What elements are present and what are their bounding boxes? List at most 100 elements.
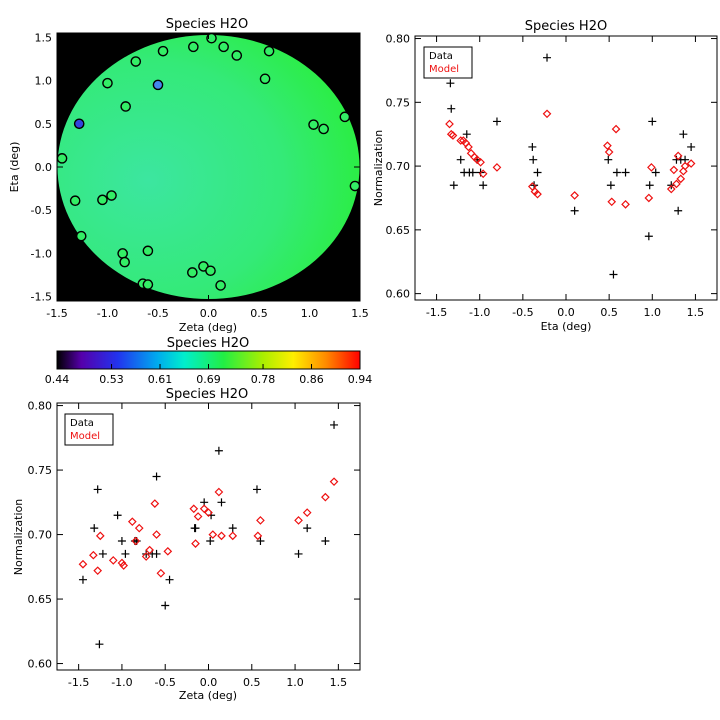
zeta-plot-data-point [206, 537, 215, 546]
zeta-plot-ytick-label: 0.75 [28, 464, 53, 477]
map-point [339, 111, 351, 123]
map-point [102, 77, 113, 89]
zeta-plot-ytick-label: 0.65 [28, 593, 53, 606]
zeta-plot-data-point [121, 549, 130, 558]
zeta-plot-model-point [141, 552, 151, 561]
eta-plot-data-point [447, 104, 456, 113]
eta-plot-model-point [464, 142, 473, 152]
zeta-plot-ytick-label: 0.60 [28, 658, 53, 671]
zeta-plot-xtick-label: 0.0 [200, 676, 218, 689]
eta-plot-ytick-label: 0.70 [386, 160, 411, 173]
zeta-plot-xlabel: Zeta (deg) [179, 689, 237, 702]
eta-plot-xtick-label: 0.0 [557, 306, 575, 319]
zeta-plot-model-point [193, 512, 203, 521]
map-point [263, 45, 275, 57]
map-ytick-label: -1.5 [31, 291, 52, 304]
map-point [142, 245, 154, 257]
eta-plot-data-point [651, 168, 660, 177]
eta-plot-data-point [645, 181, 654, 190]
eta-plot-data-point [570, 206, 579, 215]
zeta-plot-data-point [161, 601, 170, 610]
colorbar-title: Species H2O [167, 336, 249, 351]
eta-plot-legend-data: Data [429, 51, 453, 62]
eta-plot-model-point [669, 165, 679, 175]
eta-plot-model-series [445, 109, 696, 209]
zeta-plot-model-point [117, 558, 127, 568]
zeta-plot-legend: Data Model [64, 413, 114, 446]
eta-plot-data-point [528, 142, 537, 151]
eta-plot-model-point [604, 147, 614, 157]
colorbar-tick-label: 0.69 [196, 373, 221, 386]
map-points [56, 32, 361, 291]
zeta-plot-data-point [152, 472, 161, 481]
eta-plot-model-point [603, 141, 612, 151]
eta-plot-model-point [445, 119, 454, 129]
zeta-plot-frame [56, 402, 361, 671]
map-point [215, 280, 226, 291]
eta-plot-data-point [687, 142, 696, 151]
eta-plot-ytick-label: 0.65 [386, 224, 411, 237]
zeta-plot-model-point [191, 539, 200, 548]
zeta-plot-data-point [217, 498, 226, 507]
eta-plot-data-point [492, 117, 501, 126]
map-x-axis: -1.5 -1.0 -0.5 0.0 0.5 1.0 1.5 [46, 33, 369, 320]
eta-plot-data-point [679, 130, 688, 139]
eta-plot-model-point [492, 163, 502, 172]
zeta-plot-data-point [228, 524, 237, 533]
map-point [117, 248, 128, 259]
zeta-plot-ytick-label: 0.80 [28, 400, 53, 413]
colorbar-tick-label: 0.94 [348, 373, 373, 386]
zeta-plot-model-point [163, 546, 173, 556]
zeta-plot-data-point [165, 575, 174, 584]
zeta-plot-model-point [119, 561, 129, 570]
eta-plot-model-point [611, 124, 621, 134]
zeta-plot-model-point [95, 531, 105, 541]
eta-plot-data-point [606, 181, 615, 190]
map-xtick-label: -1.0 [97, 307, 118, 320]
eta-plot-ytick-label: 0.60 [386, 288, 411, 301]
zeta-plot-model-point [78, 559, 88, 569]
zeta-plot-data-point [294, 549, 303, 558]
eta-plot-xtick-label: -0.5 [512, 306, 533, 319]
zeta-plot-model-point [189, 504, 199, 514]
map-point [259, 73, 271, 85]
eta-plot-model-point [476, 157, 485, 167]
eta-plot-data-point [609, 270, 618, 279]
eta-plot-data-point [604, 155, 613, 164]
colorbar-tick-label: 0.61 [148, 373, 173, 386]
map-ytick-label: -0.5 [31, 204, 52, 217]
map-ytick-label: -1.0 [31, 247, 52, 260]
eta-plot-model-point [673, 151, 683, 161]
zeta-plot-model-point [152, 530, 161, 539]
zeta-plot-model-point [150, 499, 160, 508]
eta-plot-x-axis: -1.5 -1.0 -0.5 0.0 0.5 1.0 1.5 [426, 36, 704, 319]
zeta-plot-model-point [145, 545, 154, 555]
eta-plot-model-point [679, 166, 688, 176]
eta-plot-xtick-label: 0.5 [600, 306, 618, 319]
zeta-plot-model-series [78, 477, 339, 578]
zeta-plot-data-point [117, 537, 126, 546]
map-point [218, 41, 229, 53]
eta-plot-frame [414, 35, 718, 301]
zeta-plot-legend-model: Model [70, 431, 100, 442]
eta-plot-data-point [446, 79, 455, 88]
eta-plot-model-point [570, 191, 579, 200]
zeta-plot-xtick-label: -1.5 [68, 676, 89, 689]
colorbar-tick-label: 0.86 [299, 373, 324, 386]
eta-plot-data-point [529, 155, 538, 164]
eta-plot-ytick-label: 0.75 [386, 96, 411, 109]
zeta-plot-xtick-label: 1.0 [286, 676, 304, 689]
map-point [318, 123, 329, 135]
eta-plot-model-point [472, 155, 482, 165]
eta-plot-model-point [533, 189, 542, 199]
map-ytick-label: 1.0 [35, 75, 53, 88]
eta-plot-model-point [448, 131, 458, 140]
zeta-plot-xtick-label: -0.5 [154, 676, 175, 689]
zeta-plot-x-axis: -1.5 -1.0 -0.5 0.0 0.5 1.0 1.5 [68, 403, 347, 689]
map-point [142, 279, 154, 290]
map-ytick-label: 0.0 [35, 161, 53, 174]
eta-plot-model-point [456, 136, 466, 145]
zeta-plot-model-point [294, 516, 303, 525]
zeta-plot-data-point [152, 549, 161, 558]
eta-plot-model-point [686, 159, 696, 168]
